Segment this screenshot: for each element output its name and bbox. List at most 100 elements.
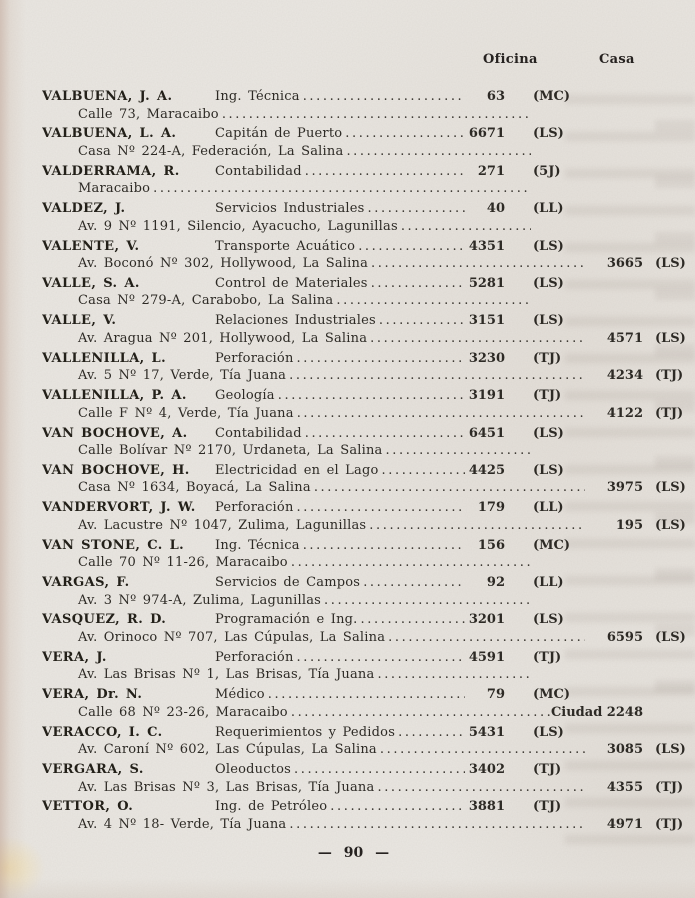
home-location-code: (TJ) [655,816,684,832]
directory-entry: VALDERRAMA, R. Contabilidad 271 (5J) Mar… [42,163,694,198]
entry-office-line: VARGAS, F. Servicios de Campos 92 (LL) [42,574,694,592]
office-number: 3151 [468,313,505,329]
entry-title: Ing. Técnica [215,537,300,553]
entry-name: VANDERVORT, J. W. [42,500,196,516]
office-number: 156 [477,537,505,553]
office-number: 3881 [468,799,505,815]
directory-entry: VALDEZ, J. Servicios Industriales 40 (LL… [42,200,694,235]
office-location-code: (LS) [533,724,564,740]
dot-leader [294,405,585,423]
entry-address: Av. Orinoco Nº 707, Las Cúpulas, La Sali… [78,629,386,645]
office-number: 3191 [468,388,505,404]
entry-address-line: Calle 70 Nº 11-26, Maracaibo [42,554,694,572]
entry-address: Av. 3 Nº 974-A, Zulima, Lagunillas [78,592,322,608]
dot-leader [286,816,585,834]
dot-leader [150,180,531,198]
directory-entry: VALLE, V. Relaciones Industriales 3151 (… [42,312,694,347]
entry-address-line: Calle 73, Maracaibo [42,106,694,124]
entry-title: Relaciones Industriales [215,313,376,329]
entry-name: VERA, J. [42,649,107,665]
office-number: 4591 [468,649,505,665]
dot-leader [327,798,465,816]
entry-address-line: Av. Las Brisas Nº 3, Las Brisas, Tía Jua… [42,779,694,797]
dot-leader [385,629,585,647]
office-number: 79 [486,687,505,703]
entry-address: Av. Lacustre Nº 1047, Zulima, Lagunillas [78,517,367,533]
entry-name: VAN STONE, C. L. [42,537,185,553]
dot-leader [288,704,551,722]
dot-leader [395,724,465,742]
home-location-code: (LS) [655,742,686,758]
dot-leader [365,200,465,218]
home-number: 4122 [606,405,643,421]
office-location-code: (LS) [533,612,564,628]
office-number: 271 [477,163,505,179]
dot-leader [294,649,465,667]
home-location-code: (TJ) [655,368,684,384]
office-location-code: (LS) [533,126,564,142]
entry-office-line: VAN BOCHOVE, H. Electricidad en el Lago … [42,462,694,480]
entry-office-line: VERA, Dr. N. Médico 79 (MC) [42,686,694,704]
entry-office-line: VAN BOCHOVE, A. Contabilidad 6451 (LS) [42,425,694,443]
office-number: 3201 [468,612,505,628]
dot-leader [286,367,585,385]
office-location-code: (MC) [533,687,571,703]
home-location-code: (LS) [655,480,686,496]
entry-address: Av. Aragua Nº 201, Hollywood, La Salina [78,330,368,346]
entry-address: Av. Caroní Nº 602, Las Cúpulas, La Salin… [78,742,377,758]
dot-leader [398,218,531,236]
entry-office-line: VETTOR, O. Ing. de Petróleo 3881 (TJ) [42,798,694,816]
dot-leader [275,387,465,405]
entry-title: Servicios Industriales [215,201,365,217]
dot-leader [355,238,465,256]
office-location-code: (LS) [533,275,564,291]
entry-address: Casa Nº 279-A, Carabobo, La Salina [78,293,334,309]
entry-address-line: Maracaibo [42,180,694,198]
entry-address-line: Av. Aragua Nº 201, Hollywood, La Salina … [42,330,694,348]
directory-entry: VALENTE, V. Transporte Acuático 4351 (LS… [42,238,694,273]
entry-address-line: Casa Nº 1634, Boyacá, La Salina 3975 (LS… [42,479,694,497]
entry-address-line: Av. 5 Nº 17, Verde, Tía Juana 4234 (TJ) [42,367,694,385]
dot-leader [294,499,465,517]
office-number: 3230 [468,350,505,366]
entry-office-line: VALLE, V. Relaciones Industriales 3151 (… [42,312,694,330]
dot-leader [368,255,585,273]
dot-leader [333,292,531,310]
entry-address: Av. Boconó Nº 302, Hollywood, La Salina [78,256,369,272]
office-location-code: (LS) [533,462,564,478]
office-number: 40 [486,201,505,217]
office-location-code: (MC) [533,537,571,553]
home-location-code: (LS) [655,330,686,346]
dot-leader [377,741,585,759]
home-number: 4234 [606,368,643,384]
home-location-code: (TJ) [655,405,684,421]
entry-title: Perforación [215,649,294,665]
entry-address: Av. 5 Nº 17, Verde, Tía Juana [78,368,287,384]
entry-address: Av. Las Brisas Nº 3, Las Brisas, Tía Jua… [78,779,375,795]
entry-address-line: Casa Nº 224-A, Federación, La Salina [42,143,694,161]
office-location-code: (5J) [533,163,561,179]
entry-address: Casa Nº 1634, Boyacá, La Salina [78,480,311,496]
dot-leader [360,574,465,592]
entry-office-line: VANDERVORT, J. W. Perforación 179 (LL) [42,499,694,517]
entry-title: Capitán de Puerto [215,126,343,142]
entry-name: VALLE, V. [42,313,117,329]
entry-address-line: Calle 68 Nº 23-26, Maracaibo Ciudad 2248 [42,704,694,722]
column-header-casa: Casa [599,52,635,67]
entry-title: Ing. Técnica [215,89,300,104]
entry-office-line: VERA, J. Perforación 4591 (TJ) [42,649,694,667]
office-number: 3402 [468,762,505,778]
entry-address-line: Casa Nº 279-A, Carabobo, La Salina [42,292,694,310]
directory-entry: VERGARA, S. Oleoductos 3402 (TJ) Av. Las… [42,761,694,796]
dot-leader [383,442,531,460]
dot-leader [379,462,465,480]
entry-address: Calle Bolívar Nº 2170, Urdaneta, La Sali… [78,443,383,459]
entry-title: Requerimientos y Pedidos [215,724,396,740]
office-number: 5281 [468,275,505,291]
office-location-code: (TJ) [533,762,562,778]
home-number: 195 [615,517,643,533]
directory-entry: VALLENILLA, P. A. Geología 3191 (TJ) Cal… [42,387,694,422]
dot-leader [376,312,465,330]
entry-name: VARGAS, F. [42,575,130,591]
directory-entry: VERACCO, I. C. Requerimientos y Pedidos … [42,724,694,759]
